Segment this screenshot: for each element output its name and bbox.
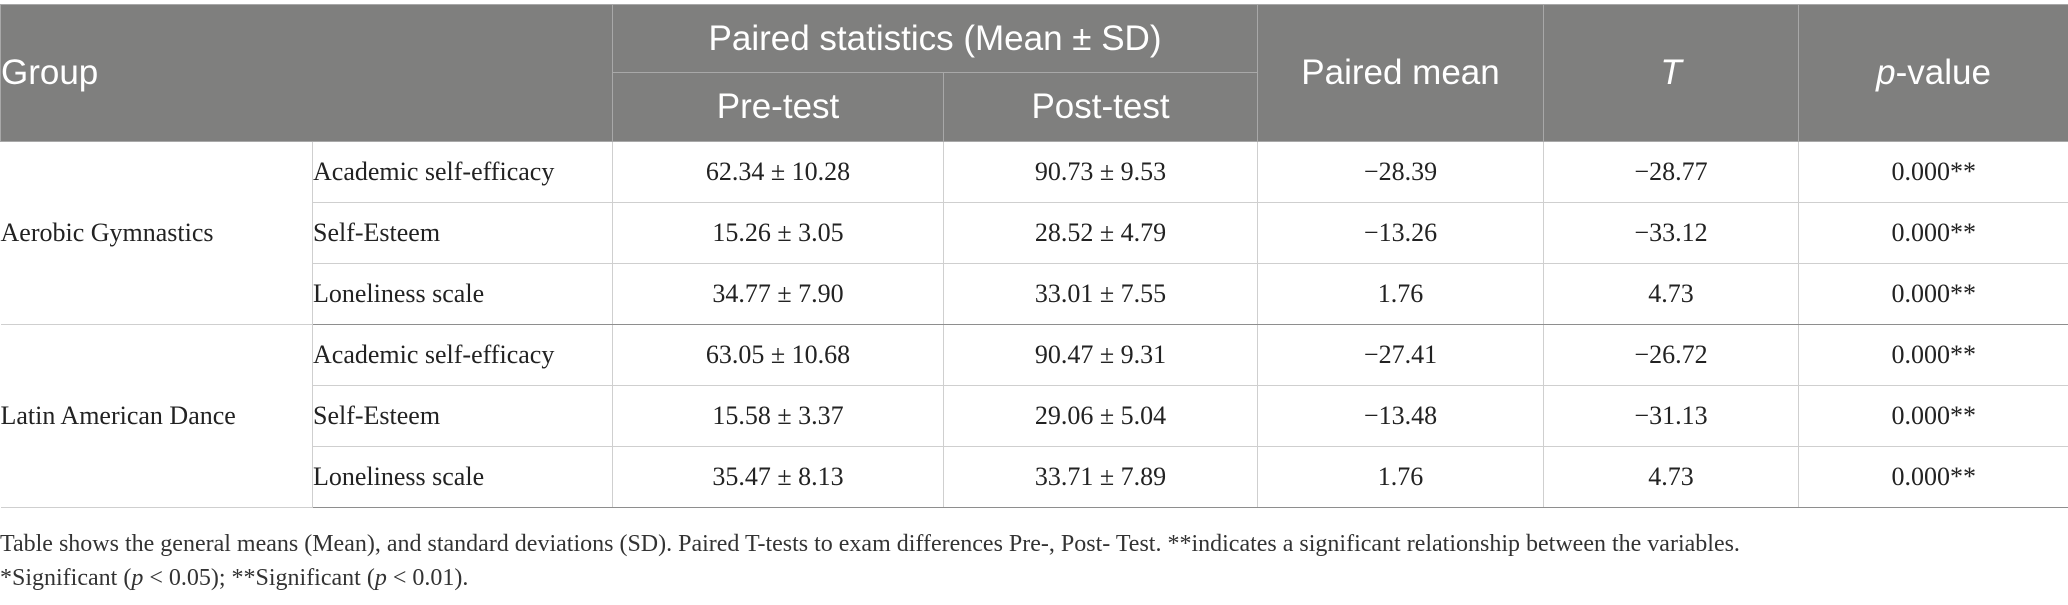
header-row: Group Paired statistics (Mean ± SD) Pair…: [0, 4, 2068, 142]
table-row: Loneliness scale 34.77 ± 7.90 33.01 ± 7.…: [1, 263, 2068, 325]
post-test-value: 29.06 ± 5.04: [942, 385, 1259, 447]
t-value: −28.77: [1543, 141, 1800, 203]
header-paired-statistics: Paired statistics (Mean ± SD): [611, 4, 1259, 73]
header-paired-mean: Paired mean: [1257, 4, 1545, 142]
header-group: Group: [0, 4, 613, 142]
pre-test-value: 62.34 ± 10.28: [612, 141, 944, 203]
pre-test-value: 15.58 ± 3.37: [612, 385, 944, 447]
paired-mean-value: −27.41: [1257, 324, 1545, 386]
paired-mean-value: 1.76: [1257, 446, 1545, 508]
measure-name: Loneliness scale: [312, 263, 613, 325]
table-row: Aerobic Gymnastics Academic self-efficac…: [0, 141, 2068, 325]
footnote-text: *Significant (: [0, 565, 132, 591]
measure-name: Self-Esteem: [312, 202, 613, 264]
table-row: Self-Esteem 15.26 ± 3.05 28.52 ± 4.79 −1…: [1, 202, 2068, 264]
header-subrow: Pre-test Post-test: [1, 72, 2068, 142]
t-value: −31.13: [1543, 385, 1800, 447]
table-row: Latin American Dance Academic self-effic…: [0, 324, 2068, 508]
footnote-text: < 0.05); **Significant (: [143, 565, 375, 591]
footnote-text: < 0.01).: [386, 565, 469, 591]
t-value: −33.12: [1543, 202, 1800, 264]
pre-test-value: 35.47 ± 8.13: [612, 446, 944, 508]
p-value: 0.000**: [1798, 263, 2068, 325]
footnote-line-2: *Significant (p < 0.05); **Significant (…: [0, 561, 1740, 595]
post-test-value: 33.71 ± 7.89: [942, 446, 1259, 508]
paired-statistics-table: Group Paired statistics (Mean ± SD) Pair…: [0, 4, 2068, 508]
paired-mean-value: −28.39: [1257, 141, 1545, 203]
p-value: 0.000**: [1798, 202, 2068, 264]
header-p-italic: p: [1876, 53, 1896, 92]
p-value: 0.000**: [1798, 385, 2068, 447]
paired-mean-value: −13.48: [1257, 385, 1545, 447]
t-value: −26.72: [1543, 324, 1800, 386]
t-value: 4.73: [1543, 263, 1800, 325]
measure-name: Self-Esteem: [312, 385, 613, 447]
post-test-value: 90.73 ± 9.53: [942, 141, 1259, 203]
group-name: Latin American Dance: [0, 324, 313, 508]
table-footnote: Table shows the general means (Mean), an…: [0, 527, 1740, 595]
measure-name: Loneliness scale: [312, 446, 613, 508]
header-p-value: p-value: [1798, 4, 2068, 142]
footnote-p-italic: p: [374, 565, 387, 591]
paired-mean-value: 1.76: [1257, 263, 1545, 325]
pre-test-value: 15.26 ± 3.05: [612, 202, 944, 264]
p-value: 0.000**: [1798, 324, 2068, 386]
header-pre-test: Pre-test: [612, 72, 944, 142]
post-test-value: 90.47 ± 9.31: [942, 324, 1259, 386]
table-row: Self-Esteem 15.58 ± 3.37 29.06 ± 5.04 −1…: [1, 385, 2068, 447]
p-value: 0.000**: [1798, 446, 2068, 508]
paired-mean-value: −13.26: [1257, 202, 1545, 264]
header-p-rest: -value: [1895, 53, 1991, 92]
footnote-p-italic: p: [131, 565, 144, 591]
pre-test-value: 63.05 ± 10.68: [612, 324, 944, 386]
t-value: 4.73: [1543, 446, 1800, 508]
post-test-value: 28.52 ± 4.79: [942, 202, 1259, 264]
post-test-value: 33.01 ± 7.55: [942, 263, 1259, 325]
table-row: Loneliness scale 35.47 ± 8.13 33.71 ± 7.…: [1, 446, 2068, 508]
measure-name: Academic self-efficacy: [312, 141, 613, 203]
measure-name: Academic self-efficacy: [312, 324, 613, 386]
footnote-line-1: Table shows the general means (Mean), an…: [0, 531, 1740, 557]
group-name: Aerobic Gymnastics: [0, 141, 313, 325]
header-t: T: [1543, 4, 1800, 142]
p-value: 0.000**: [1798, 141, 2068, 203]
header-post-test: Post-test: [942, 72, 1259, 142]
pre-test-value: 34.77 ± 7.90: [612, 263, 944, 325]
